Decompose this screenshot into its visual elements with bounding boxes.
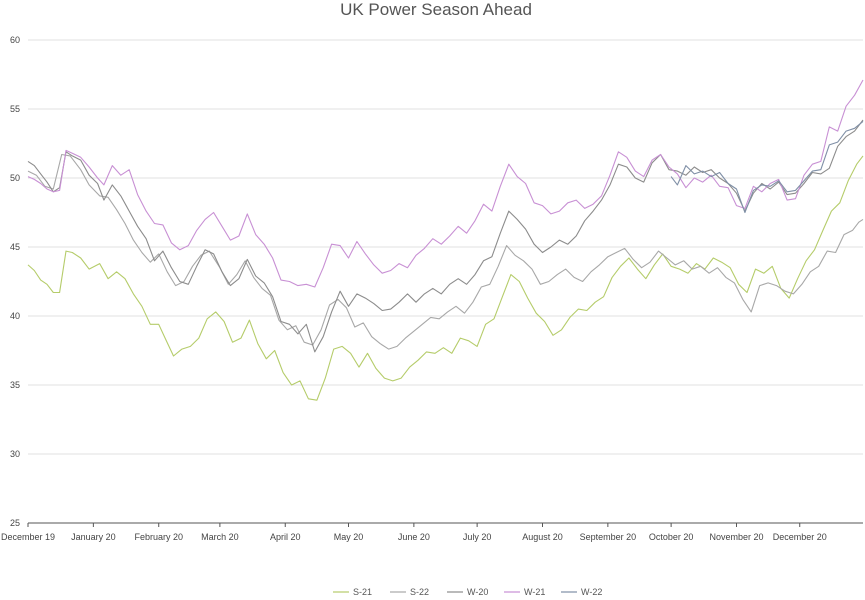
series-line-w-20 xyxy=(27,119,864,353)
legend-item-s-21: S-21 xyxy=(333,587,372,597)
x-tick-label: May 20 xyxy=(334,532,364,542)
legend-label: W-22 xyxy=(581,587,602,597)
legend: S-21 S-22 W-20 W-21 W-22 xyxy=(333,587,602,597)
x-tick-label: June 20 xyxy=(398,532,430,542)
x-tick-label: April 20 xyxy=(270,532,301,542)
legend-item-w-22: W-22 xyxy=(561,587,602,597)
legend-label: W-20 xyxy=(467,587,488,597)
x-tick-label: September 20 xyxy=(580,532,637,542)
y-tick-label: 25 xyxy=(10,518,20,528)
legend-label: W-21 xyxy=(524,587,545,597)
x-axis: December 19 January 20 February 20 March 20… xyxy=(1,522,863,542)
series-line-w-21 xyxy=(27,79,864,288)
x-tick-label: December 19 xyxy=(1,532,55,542)
x-tick-label: January 20 xyxy=(71,532,116,542)
gridlines xyxy=(28,39,863,455)
y-tick-label: 50 xyxy=(10,173,20,183)
x-tick-label: October 20 xyxy=(649,532,694,542)
x-tick-label: March 20 xyxy=(201,532,239,542)
y-tick-label: 55 xyxy=(10,104,20,114)
y-tick-label: 35 xyxy=(10,380,20,390)
y-tick-label: 60 xyxy=(10,35,20,45)
chart-title: UK Power Season Ahead xyxy=(340,0,532,19)
legend-item-w-20: W-20 xyxy=(447,587,488,597)
y-tick-label: 40 xyxy=(10,311,20,321)
y-tick-label: 30 xyxy=(10,449,20,459)
x-tick-label: August 20 xyxy=(522,532,563,542)
legend-item-w-21: W-21 xyxy=(504,587,545,597)
legend-label: S-22 xyxy=(410,587,429,597)
x-tick-label: November 20 xyxy=(709,532,763,542)
series-line-s-21 xyxy=(27,155,864,401)
series-line-s-22 xyxy=(27,153,864,350)
series-line-w-22 xyxy=(670,120,864,214)
y-tick-label: 45 xyxy=(10,242,20,252)
x-tick-label: December 20 xyxy=(773,532,827,542)
series-lines xyxy=(27,79,864,401)
x-tick-label: February 20 xyxy=(134,532,183,542)
y-axis-ticks: 25 30 35 40 45 50 55 60 xyxy=(10,35,20,528)
x-tick-label: July 20 xyxy=(463,532,492,542)
legend-item-s-22: S-22 xyxy=(390,587,429,597)
legend-label: S-21 xyxy=(353,587,372,597)
